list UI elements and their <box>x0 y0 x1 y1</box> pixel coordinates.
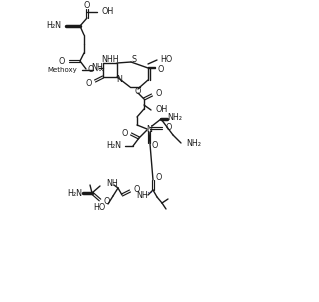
Text: O: O <box>85 79 92 88</box>
Text: ··: ·· <box>147 189 153 198</box>
Text: O: O <box>133 185 139 194</box>
Text: O: O <box>165 124 171 133</box>
Text: NH₂: NH₂ <box>167 114 182 123</box>
Text: OH: OH <box>156 105 168 114</box>
Text: O: O <box>155 88 161 98</box>
Text: H₂N: H₂N <box>46 21 61 31</box>
Text: O: O <box>88 66 94 75</box>
Text: H₂N: H₂N <box>106 142 121 150</box>
Text: HO: HO <box>93 203 105 211</box>
Text: Methoxy: Methoxy <box>47 67 77 73</box>
Text: O: O <box>156 174 162 182</box>
Text: N: N <box>146 126 152 134</box>
Text: N: N <box>116 76 122 85</box>
Text: O: O <box>152 142 158 150</box>
Text: S: S <box>131 56 137 65</box>
Text: HO: HO <box>160 56 172 65</box>
Text: NHH: NHH <box>101 54 119 63</box>
Text: NH: NH <box>91 63 103 72</box>
Text: NH: NH <box>136 191 148 200</box>
Text: OH: OH <box>102 8 114 17</box>
Text: O: O <box>158 66 164 75</box>
Text: O: O <box>135 86 141 95</box>
Text: O: O <box>84 2 90 11</box>
Text: NH: NH <box>106 179 118 188</box>
Text: H₂N: H₂N <box>67 188 82 198</box>
Text: O: O <box>59 56 65 66</box>
Text: NH₂: NH₂ <box>186 139 201 147</box>
Text: O: O <box>122 128 128 137</box>
Text: O: O <box>103 198 109 207</box>
